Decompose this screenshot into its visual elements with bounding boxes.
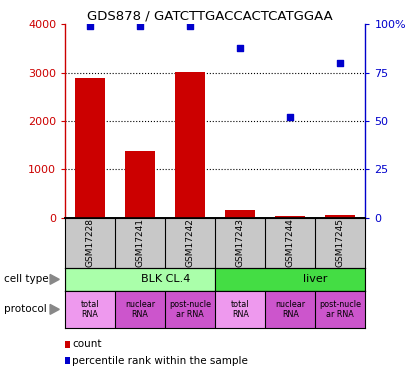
Text: GSM17228: GSM17228 — [86, 218, 94, 267]
Text: protocol: protocol — [4, 304, 47, 314]
Bar — [75, 78, 105, 218]
Bar — [276, 216, 305, 217]
Bar — [225, 210, 255, 218]
Bar — [65, 291, 115, 328]
Bar — [215, 291, 265, 328]
Text: GSM17241: GSM17241 — [136, 218, 144, 267]
Bar — [315, 291, 365, 328]
Text: GSM17243: GSM17243 — [236, 218, 245, 267]
Text: cell type: cell type — [4, 274, 49, 284]
Point — [137, 23, 144, 29]
Text: total
RNA: total RNA — [231, 300, 249, 319]
Text: liver: liver — [303, 274, 328, 284]
Text: percentile rank within the sample: percentile rank within the sample — [72, 356, 248, 366]
Text: total
RNA: total RNA — [81, 300, 100, 319]
Bar — [125, 151, 155, 217]
Point — [87, 23, 94, 29]
Point — [337, 60, 344, 66]
Text: post-nucle
ar RNA: post-nucle ar RNA — [319, 300, 361, 319]
Bar — [165, 291, 215, 328]
Bar — [65, 268, 215, 291]
Text: nuclear
RNA: nuclear RNA — [275, 300, 305, 319]
Point — [237, 45, 244, 51]
Bar — [265, 291, 315, 328]
Bar — [326, 215, 355, 217]
Text: GSM17242: GSM17242 — [186, 218, 195, 267]
Bar — [175, 72, 205, 217]
Text: post-nucle
ar RNA: post-nucle ar RNA — [169, 300, 211, 319]
Bar — [215, 268, 365, 291]
Text: GDS878 / GATCTTGACCACTCATGGAA: GDS878 / GATCTTGACCACTCATGGAA — [87, 9, 333, 22]
Point — [187, 23, 194, 29]
Text: GSM17244: GSM17244 — [286, 218, 295, 267]
Text: BLK CL.4: BLK CL.4 — [141, 274, 190, 284]
Point — [287, 114, 294, 120]
Text: GSM17245: GSM17245 — [336, 218, 345, 267]
Text: nuclear
RNA: nuclear RNA — [125, 300, 155, 319]
Text: count: count — [72, 339, 101, 349]
Bar — [115, 291, 165, 328]
